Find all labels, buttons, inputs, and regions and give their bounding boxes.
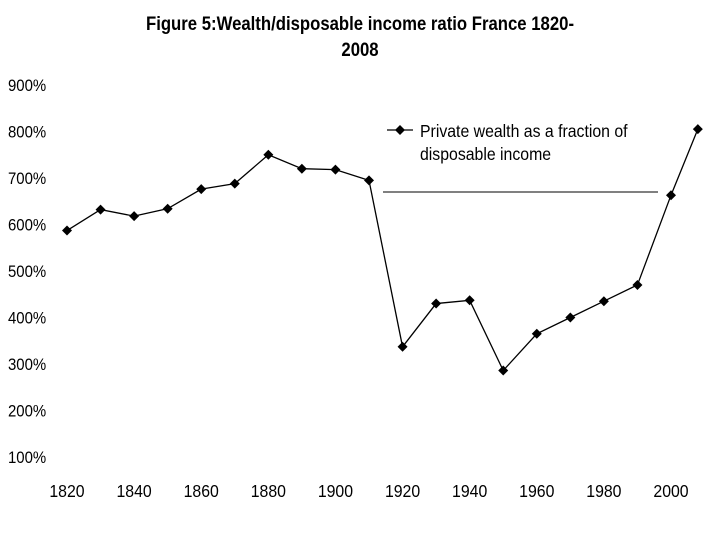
data-point-marker <box>632 279 643 290</box>
data-point-marker <box>62 225 72 236</box>
y-tick-label: 100% <box>8 449 46 467</box>
data-point-marker <box>692 124 703 135</box>
x-tick-label: 2000 <box>653 481 688 501</box>
data-point-marker <box>162 203 173 214</box>
x-tick-label: 1860 <box>184 481 219 501</box>
data-point-marker <box>531 328 542 339</box>
y-tick-label: 300% <box>8 356 46 374</box>
data-point-marker <box>498 365 509 376</box>
x-tick-label: 1880 <box>251 481 286 501</box>
data-point-marker <box>263 149 274 160</box>
y-tick-label: 200% <box>8 403 46 421</box>
data-point-marker <box>464 295 475 306</box>
y-tick-label: 600% <box>8 217 46 235</box>
y-tick-label: 400% <box>8 310 46 328</box>
x-tick-label: 1920 <box>385 481 420 501</box>
x-axis-ticks: 1820 1840 1860 1880 1900 1920 1940 1960 1980 2000 <box>49 481 688 501</box>
y-axis-ticks: 100% 200% 300% 400% 500% 600% 700% 800% 900% <box>8 77 46 467</box>
data-point-marker <box>296 163 307 174</box>
legend: Private wealth as a fraction of disposabl… <box>383 121 658 193</box>
data-point-marker <box>129 211 140 222</box>
chart-title-line-1: Figure 5:Wealth/disposable income ratio … <box>145 14 575 35</box>
y-tick-label: 900% <box>8 77 46 95</box>
data-point-marker <box>196 184 207 195</box>
chart-title-line-2: 2008 <box>341 40 379 61</box>
x-tick-label: 1840 <box>117 481 152 501</box>
series-layer <box>62 124 703 376</box>
data-point-marker <box>330 164 341 175</box>
x-tick-label: 1820 <box>49 481 84 501</box>
legend-label: disposable income <box>420 144 551 164</box>
x-tick-label: 1900 <box>318 481 353 501</box>
data-point-marker <box>565 312 576 323</box>
x-tick-label: 1940 <box>452 481 487 501</box>
chart-title: Figure 5:Wealth/disposable income ratio … <box>96 12 624 64</box>
y-tick-label: 800% <box>8 124 46 142</box>
data-point-marker <box>598 296 609 307</box>
legend-marker <box>395 125 405 135</box>
series-line <box>66 128 699 372</box>
data-point-marker <box>229 178 240 189</box>
data-point-marker <box>666 190 676 201</box>
x-tick-label: 1980 <box>586 481 621 501</box>
y-tick-label: 500% <box>8 263 46 281</box>
data-point-marker <box>95 204 106 215</box>
y-tick-label: 700% <box>8 170 46 188</box>
data-point-marker <box>397 341 408 352</box>
x-tick-label: 1960 <box>519 481 554 501</box>
data-point-marker <box>364 175 374 186</box>
data-point-marker <box>431 298 442 309</box>
legend-label: Private wealth as a fraction of <box>420 121 628 141</box>
